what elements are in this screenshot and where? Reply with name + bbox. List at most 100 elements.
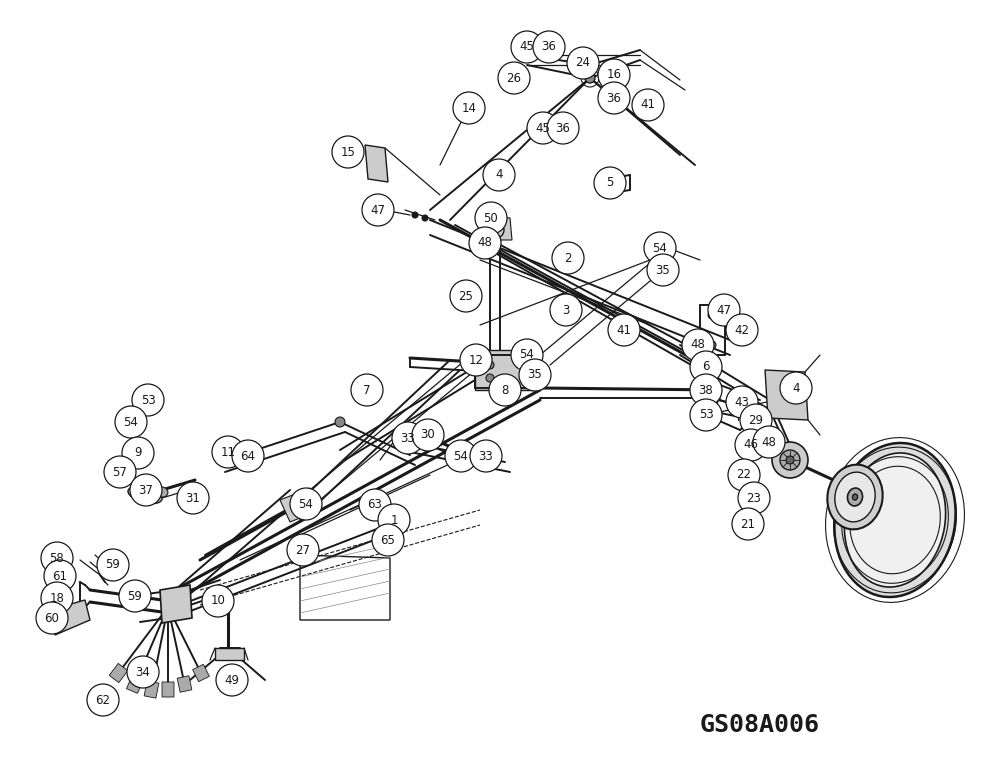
Text: 50: 50 [484, 211, 498, 224]
Text: 31: 31 [186, 492, 200, 505]
Circle shape [732, 508, 764, 540]
Circle shape [412, 212, 418, 218]
Text: 54: 54 [124, 415, 138, 429]
Text: 45: 45 [520, 41, 534, 54]
Circle shape [460, 344, 492, 376]
Circle shape [682, 329, 714, 361]
Ellipse shape [852, 494, 858, 500]
Text: 33: 33 [479, 449, 493, 462]
Text: 37: 37 [139, 484, 153, 496]
Circle shape [533, 31, 565, 63]
Circle shape [730, 400, 746, 416]
Polygon shape [193, 664, 209, 682]
Circle shape [547, 112, 579, 144]
Text: 62: 62 [96, 694, 110, 707]
Circle shape [780, 450, 800, 470]
Text: 21: 21 [740, 518, 756, 531]
Ellipse shape [827, 465, 883, 529]
Text: 35: 35 [656, 263, 670, 276]
Text: 11: 11 [220, 445, 236, 458]
Text: 25: 25 [459, 290, 473, 303]
Circle shape [425, 435, 435, 445]
Text: 15: 15 [341, 145, 355, 158]
Polygon shape [177, 676, 192, 692]
Circle shape [453, 92, 485, 124]
Text: 26: 26 [507, 71, 522, 84]
Text: 60: 60 [45, 611, 59, 624]
Polygon shape [475, 350, 540, 390]
Circle shape [392, 422, 424, 454]
Circle shape [708, 341, 716, 349]
Text: 53: 53 [699, 409, 713, 422]
Circle shape [585, 73, 595, 83]
Text: 6: 6 [702, 360, 710, 373]
Text: 5: 5 [606, 177, 614, 190]
Circle shape [702, 392, 718, 408]
Circle shape [378, 504, 410, 536]
Circle shape [550, 294, 582, 326]
Text: 57: 57 [113, 465, 127, 478]
Circle shape [87, 684, 119, 716]
Circle shape [728, 459, 760, 491]
Circle shape [486, 361, 494, 369]
Circle shape [332, 136, 364, 168]
Circle shape [511, 31, 543, 63]
Circle shape [475, 202, 507, 234]
Text: 12: 12 [468, 353, 484, 366]
Circle shape [104, 456, 136, 488]
Text: 38: 38 [699, 383, 713, 396]
Text: 23: 23 [747, 492, 761, 505]
Circle shape [519, 359, 551, 391]
Circle shape [405, 440, 415, 450]
Circle shape [483, 159, 515, 191]
Text: 3: 3 [562, 303, 570, 316]
Circle shape [708, 294, 740, 326]
Circle shape [486, 374, 494, 382]
Circle shape [489, 374, 521, 406]
Polygon shape [280, 488, 320, 522]
Circle shape [470, 440, 502, 472]
Text: 49: 49 [224, 674, 240, 687]
Circle shape [632, 89, 664, 121]
Text: 8: 8 [501, 383, 509, 396]
Circle shape [647, 254, 679, 286]
Text: 59: 59 [128, 590, 142, 603]
Text: 1: 1 [390, 514, 398, 527]
Circle shape [422, 215, 428, 221]
Circle shape [738, 482, 770, 514]
Circle shape [127, 656, 159, 688]
Circle shape [359, 489, 391, 521]
Polygon shape [215, 648, 244, 660]
Text: 10: 10 [211, 594, 225, 607]
Circle shape [594, 167, 626, 199]
Circle shape [608, 314, 640, 346]
Circle shape [41, 542, 73, 574]
Text: 65: 65 [381, 534, 395, 547]
Text: 22: 22 [736, 468, 752, 482]
Circle shape [445, 440, 477, 472]
Text: GS08A006: GS08A006 [700, 713, 820, 737]
Polygon shape [365, 145, 388, 182]
Circle shape [552, 242, 584, 274]
Circle shape [44, 560, 76, 592]
Circle shape [130, 474, 162, 506]
Text: 63: 63 [368, 498, 382, 511]
Polygon shape [109, 664, 128, 683]
Circle shape [521, 361, 529, 369]
Ellipse shape [128, 486, 162, 504]
Polygon shape [50, 600, 90, 635]
Text: 34: 34 [136, 666, 150, 678]
Circle shape [527, 112, 559, 144]
Circle shape [690, 351, 722, 383]
Circle shape [753, 426, 785, 458]
Text: 54: 54 [454, 449, 468, 462]
Text: 64: 64 [240, 449, 256, 462]
Circle shape [372, 524, 404, 556]
Polygon shape [160, 585, 192, 623]
Text: 47: 47 [370, 204, 386, 217]
Circle shape [177, 482, 209, 514]
Text: 2: 2 [564, 251, 572, 264]
Text: 58: 58 [50, 551, 64, 564]
Text: 48: 48 [691, 339, 705, 352]
Circle shape [36, 602, 68, 634]
